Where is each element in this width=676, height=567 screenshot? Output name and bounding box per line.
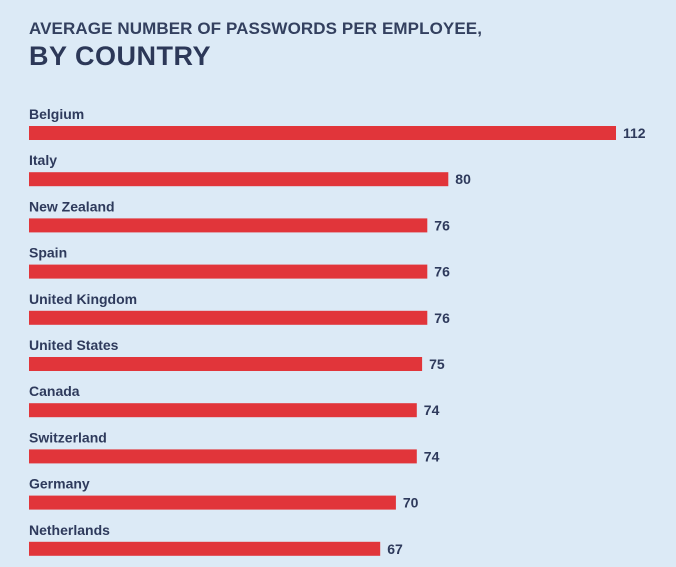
- bar: [29, 126, 616, 140]
- bar: [29, 218, 428, 233]
- category-label: Netherlands: [29, 522, 110, 538]
- category-label: Canada: [29, 383, 80, 399]
- value-label: 76: [434, 264, 450, 280]
- bar: [29, 264, 428, 279]
- category-label: Spain: [29, 245, 67, 261]
- value-label: 75: [429, 356, 445, 372]
- category-label: Germany: [29, 476, 90, 492]
- value-label: 112: [623, 125, 646, 141]
- chart-title-block: AVERAGE NUMBER OF PASSWORDS PER EMPLOYEE…: [29, 18, 482, 71]
- category-label: New Zealand: [29, 198, 115, 214]
- bar: [29, 310, 428, 325]
- category-label: United States: [29, 337, 119, 353]
- value-label: 67: [387, 541, 403, 557]
- bar: [29, 495, 396, 510]
- value-label: 74: [424, 402, 440, 418]
- bar: [29, 403, 417, 418]
- value-label: 76: [434, 310, 450, 326]
- chart-subtitle: BY COUNTRY: [29, 41, 212, 71]
- category-label: Italy: [29, 152, 57, 168]
- category-label: Switzerland: [29, 429, 107, 445]
- value-label: 80: [455, 171, 471, 187]
- bar: [29, 541, 381, 556]
- chart-title: AVERAGE NUMBER OF PASSWORDS PER EMPLOYEE…: [29, 19, 483, 38]
- category-label: Belgium: [29, 106, 84, 122]
- category-label: United Kingdom: [29, 291, 137, 307]
- value-label: 74: [424, 448, 440, 464]
- bar: [29, 357, 423, 371]
- value-label: 76: [434, 217, 450, 233]
- bar: [29, 449, 417, 464]
- value-label: 70: [403, 495, 419, 511]
- bar: [29, 172, 449, 187]
